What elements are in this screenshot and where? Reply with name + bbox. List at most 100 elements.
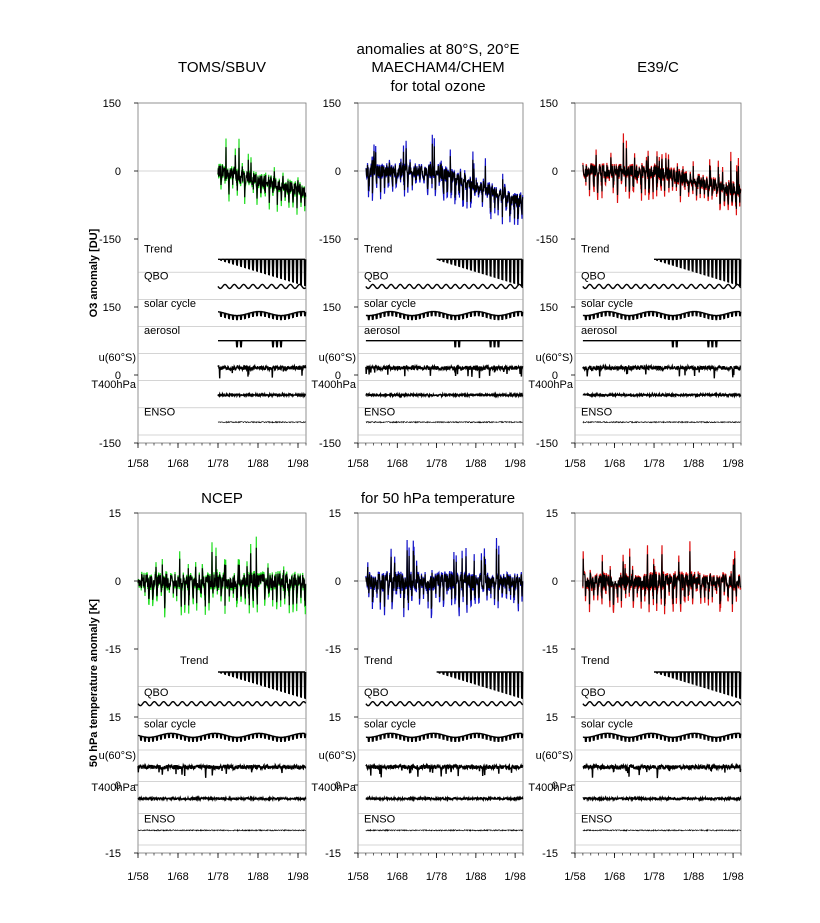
component-label: ENSO — [364, 406, 396, 418]
x-tick-label: 1/58 — [347, 871, 368, 883]
component-line — [582, 391, 742, 399]
x-tick-label: 1/58 — [127, 458, 148, 470]
y-tick-label: 0 — [115, 576, 121, 588]
x-tick-label: 1/88 — [683, 458, 704, 470]
y-tick-label: 150 — [540, 98, 558, 110]
y-tick-label: 0 — [115, 370, 121, 382]
x-tick-label: 1/78 — [207, 458, 228, 470]
component-label: Trend — [364, 655, 392, 667]
component-line — [365, 795, 524, 803]
y-tick-label: -150 — [99, 438, 121, 450]
y-tick-label: 15 — [546, 508, 558, 520]
y-tick-label: 150 — [323, 302, 341, 314]
x-tick-label: 1/88 — [247, 871, 268, 883]
component-line — [654, 258, 742, 287]
y-tick-label: -15 — [542, 644, 558, 656]
y-tick-label: 15 — [329, 508, 341, 520]
x-tick-label: 1/98 — [504, 871, 525, 883]
component-line — [582, 340, 741, 348]
y-tick-label: 0 — [335, 780, 341, 792]
component-label: ENSO — [364, 813, 396, 825]
component-line — [582, 762, 742, 779]
x-tick-label: 1/88 — [683, 871, 704, 883]
y-tick-label: -150 — [319, 438, 341, 450]
component-line — [218, 671, 307, 700]
series-line-regression-fit — [582, 142, 742, 209]
component-line — [218, 258, 307, 287]
component-label: solar cycle — [364, 718, 416, 730]
x-tick-label: 1/78 — [643, 871, 664, 883]
component-line — [365, 701, 524, 707]
panel-title: E39/C — [637, 59, 679, 76]
component-line — [217, 391, 307, 399]
component-line — [365, 828, 523, 832]
component-label: Trend — [180, 655, 208, 667]
y-tick-label: 150 — [540, 302, 558, 314]
component-label: solar cycle — [144, 718, 196, 730]
component-label: ENSO — [144, 406, 176, 418]
x-tick-label: 1/68 — [604, 871, 625, 883]
figure-title-bottom: for 50 hPa temperature — [361, 490, 515, 507]
y-tick-label: 150 — [103, 98, 121, 110]
x-tick-label: 1/58 — [564, 458, 585, 470]
y-tick-label: -150 — [99, 234, 121, 246]
figure-title-line-2: MAECHAM4/CHEM — [371, 59, 504, 76]
component-line — [582, 701, 742, 707]
component-label: solar cycle — [364, 298, 416, 310]
x-tick-label: 1/78 — [207, 871, 228, 883]
component-line — [582, 828, 741, 832]
x-tick-label: 1/58 — [347, 458, 368, 470]
panel-title: NCEP — [201, 490, 243, 507]
component-line — [365, 420, 523, 424]
component-line — [365, 340, 523, 348]
x-tick-label: 1/88 — [465, 871, 486, 883]
x-tick-label: 1/68 — [387, 458, 408, 470]
component-label: solar cycle — [581, 298, 633, 310]
component-line — [582, 283, 742, 290]
component-line — [137, 762, 307, 778]
x-tick-label: 1/68 — [387, 871, 408, 883]
y-axis-label: O3 anomaly [DU] — [88, 228, 100, 317]
x-tick-label: 1/78 — [643, 458, 664, 470]
y-tick-label: 0 — [335, 576, 341, 588]
y-tick-label: 0 — [552, 780, 558, 792]
x-tick-label: 1/58 — [564, 871, 585, 883]
figure-title-line-3: for total ozone — [390, 78, 485, 95]
panel-title: TOMS/SBUV — [178, 59, 266, 76]
component-line — [582, 732, 742, 743]
component-line — [137, 701, 307, 707]
series-line-regression-fit — [365, 548, 524, 609]
component-line — [582, 310, 742, 321]
component-label: T400hPa — [528, 379, 574, 391]
series-line-regression-fit — [365, 143, 524, 220]
component-line — [436, 258, 524, 287]
component-line — [582, 363, 741, 379]
component-label: QBO — [144, 271, 169, 283]
component-label: T400hPa — [528, 782, 574, 794]
component-label: Trend — [144, 244, 172, 256]
component-label: u(60°S) — [536, 750, 573, 762]
y-tick-label: 0 — [552, 576, 558, 588]
y-tick-label: 15 — [109, 712, 121, 724]
y-axis-label: 50 hPa temperature anomaly [K] — [88, 599, 100, 767]
component-line — [365, 310, 524, 321]
y-tick-label: -150 — [319, 234, 341, 246]
component-label: u(60°S) — [99, 352, 136, 364]
component-label: Trend — [581, 244, 609, 256]
y-tick-label: 150 — [103, 302, 121, 314]
component-line — [218, 340, 306, 348]
component-line — [365, 363, 524, 379]
y-tick-label: -15 — [105, 644, 121, 656]
component-label: ENSO — [581, 406, 613, 418]
component-label: ENSO — [581, 813, 613, 825]
y-tick-label: 150 — [323, 98, 341, 110]
component-label: solar cycle — [144, 298, 196, 310]
component-label: u(60°S) — [319, 750, 356, 762]
x-tick-label: 1/88 — [465, 458, 486, 470]
series-line-regression-fit — [217, 147, 307, 209]
y-tick-label: 0 — [552, 370, 558, 382]
component-label: u(60°S) — [319, 352, 356, 364]
x-tick-label: 1/98 — [287, 871, 308, 883]
component-line — [217, 363, 307, 379]
